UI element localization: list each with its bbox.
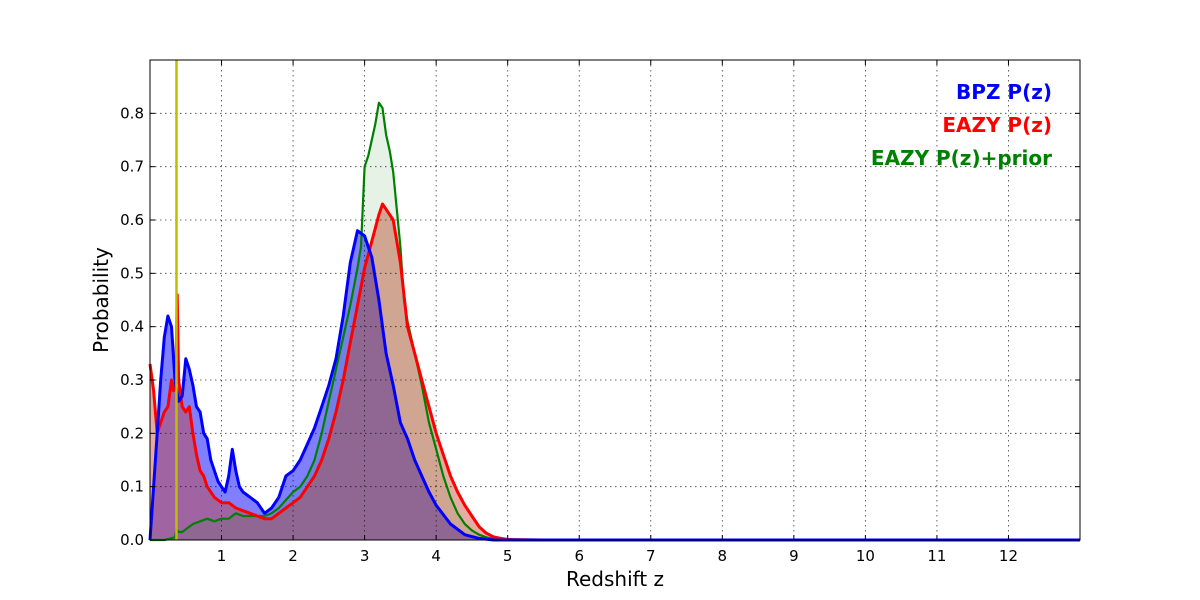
series-line-1 xyxy=(148,202,1080,542)
x-tick-label: 8 xyxy=(718,547,728,565)
x-tick-label: 4 xyxy=(431,547,441,565)
series-fill-1 xyxy=(150,204,1080,540)
legend-entry-0: BPZ P(z) xyxy=(956,80,1052,104)
x-tick-label: 10 xyxy=(856,547,875,565)
series-line-2 xyxy=(150,101,1080,542)
y-tick-label: 0.5 xyxy=(120,264,144,282)
legend-entry-2: EAZY P(z)+prior xyxy=(871,146,1052,170)
x-tick-label: 12 xyxy=(999,547,1018,565)
legend: BPZ P(z) EAZY P(z) EAZY P(z)+prior xyxy=(871,80,1052,170)
series-fill-0 xyxy=(150,230,1080,540)
x-tick-label: 9 xyxy=(789,547,799,565)
x-tick-label: 2 xyxy=(288,547,298,565)
plot-frame xyxy=(149,59,1081,541)
x-tick-label: 1 xyxy=(217,547,227,565)
x-tick-label: 6 xyxy=(574,547,584,565)
y-tick-label: 0.6 xyxy=(120,211,144,229)
y-tick-label: 0.1 xyxy=(120,478,144,496)
series-line-0 xyxy=(148,229,1080,542)
y-tick-label: 0.0 xyxy=(120,531,144,549)
y-tick-label: 0.7 xyxy=(120,158,144,176)
tick-layer: 1 2 3 4 5 6 7 8 9 10 11 120.00.10.20.30.40.50.60.70… xyxy=(120,60,1080,565)
y-tick-label: 0.2 xyxy=(120,424,144,442)
x-axis-label: Redshift z xyxy=(566,567,664,591)
grid-layer xyxy=(150,60,1080,540)
x-tick-label: 3 xyxy=(360,547,370,565)
line-layer xyxy=(148,101,1080,542)
y-axis-label: Probability xyxy=(89,247,113,353)
y-tick-label: 0.3 xyxy=(120,371,144,389)
fill-layer xyxy=(150,102,1080,540)
legend-entry-1: EAZY P(z) xyxy=(942,113,1052,137)
y-tick-label: 0.8 xyxy=(120,104,144,122)
series-fill-2 xyxy=(150,102,1080,540)
x-tick-label: 11 xyxy=(927,547,946,565)
x-tick-label: 7 xyxy=(646,547,656,565)
y-tick-label: 0.4 xyxy=(120,318,144,336)
x-tick-label: 5 xyxy=(503,547,513,565)
